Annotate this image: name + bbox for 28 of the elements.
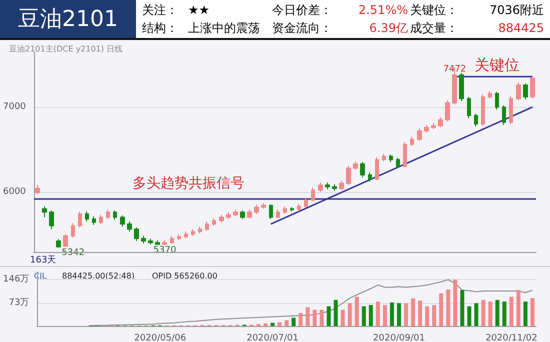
annotation: 884425.00(52:48)	[62, 272, 135, 280]
text: 7036附近	[488, 2, 544, 19]
annotation: OPID 565260.00	[152, 272, 218, 280]
text: 结构：	[142, 20, 179, 37]
chart-subtitle: 豆油2101主(DCE y2101) 日线	[9, 44, 123, 54]
text: 163天	[30, 254, 56, 266]
text: 关注：	[142, 2, 179, 19]
y-tick-label: 7000	[3, 102, 26, 112]
annotation: 7472	[443, 64, 466, 74]
annotation: 关键位	[474, 56, 520, 74]
text: 豆油2101	[0, 0, 136, 38]
text: ★★	[188, 2, 211, 19]
x-tick-label: 2020/05/06	[134, 334, 186, 342]
text: 关键位：	[410, 2, 459, 19]
text: 2.51%%	[357, 2, 408, 19]
y-tick-label: 73万	[8, 298, 30, 308]
text: 资金流向：	[272, 20, 333, 37]
x-tick-label: 2020/09/01	[373, 334, 425, 342]
y-tick-label: 146万	[2, 274, 30, 285]
text: 今日价差：	[272, 2, 333, 19]
x-tick-label: 2020/07/01	[246, 334, 298, 342]
text: 成交量：	[410, 20, 459, 37]
text: 884425	[497, 20, 544, 37]
text: 上涨中的震荡	[188, 20, 261, 37]
y-tick-label: 6000	[3, 186, 26, 197]
annotation: 多头趋势共振信号	[132, 176, 244, 192]
x-tick-label: 2020/11/02	[485, 334, 538, 342]
text: 6.39亿	[368, 20, 408, 37]
